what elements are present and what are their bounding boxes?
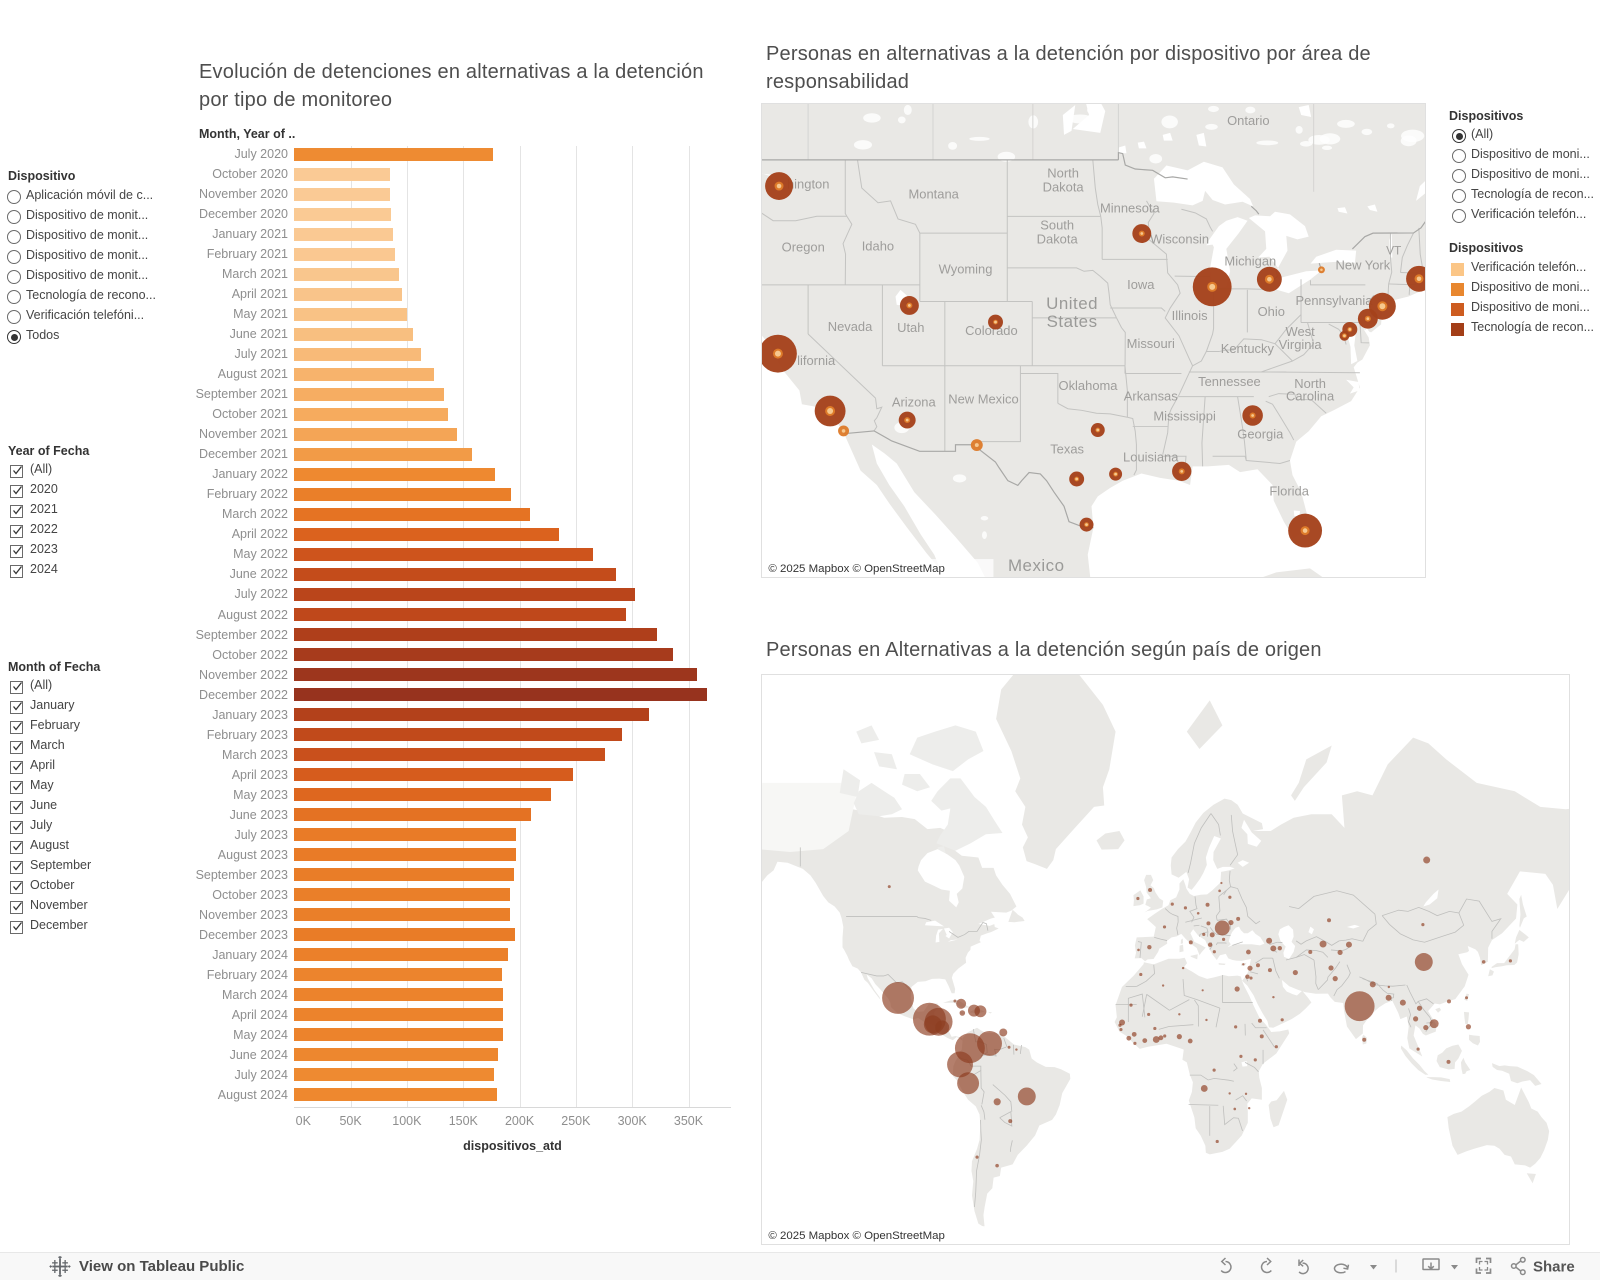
svg-text:Wisconsin: Wisconsin	[1150, 231, 1209, 246]
svg-text:Nevada: Nevada	[828, 319, 873, 334]
svg-text:United: United	[1046, 294, 1098, 313]
svg-text:Ohio: Ohio	[1258, 304, 1285, 319]
svg-text:New Mexico: New Mexico	[948, 392, 1018, 407]
svg-text:Idaho: Idaho	[862, 238, 894, 253]
svg-text:Mexico: Mexico	[1008, 556, 1065, 575]
svg-text:Arizona: Arizona	[892, 395, 937, 410]
svg-text:Missouri: Missouri	[1127, 336, 1175, 351]
svg-text:Oklahoma: Oklahoma	[1059, 378, 1119, 393]
svg-text:North: North	[1047, 166, 1079, 181]
svg-text:Michigan: Michigan	[1224, 253, 1276, 268]
svg-text:Kentucky: Kentucky	[1221, 341, 1275, 356]
svg-text:Oregon: Oregon	[782, 239, 825, 254]
svg-text:Wyoming: Wyoming	[939, 261, 993, 276]
svg-text:Share: Share	[1533, 1259, 1575, 1276]
svg-text:hington: hington	[787, 177, 829, 192]
svg-text:Dakota: Dakota	[1043, 180, 1085, 195]
svg-text:© 2025 Mapbox © OpenStreetMap: © 2025 Mapbox © OpenStreetMap	[768, 563, 944, 575]
svg-text:North: North	[1294, 376, 1326, 391]
svg-text:Ontario: Ontario	[1227, 113, 1269, 128]
svg-text:Florida: Florida	[1269, 483, 1309, 498]
svg-text:Mississippi: Mississippi	[1153, 409, 1216, 424]
svg-text:© 2025 Mapbox © OpenStreetMap: © 2025 Mapbox © OpenStreetMap	[768, 1230, 944, 1242]
svg-text:Colorado: Colorado	[965, 323, 1018, 338]
svg-text:Louisiana: Louisiana	[1123, 449, 1179, 464]
svg-text:Minnesota: Minnesota	[1100, 201, 1160, 216]
svg-text:Virginia: Virginia	[1279, 337, 1323, 352]
svg-text:Utah: Utah	[897, 320, 924, 335]
svg-text:Montana: Montana	[908, 187, 959, 202]
svg-text:Carolina: Carolina	[1286, 389, 1335, 404]
svg-text:States: States	[1047, 312, 1098, 331]
svg-text:New York: New York	[1336, 257, 1391, 272]
svg-text:West: West	[1286, 324, 1316, 339]
svg-text:Texas: Texas	[1050, 442, 1084, 457]
svg-text:lifornia: lifornia	[797, 353, 836, 368]
svg-text:Pennsylvania: Pennsylvania	[1295, 293, 1373, 308]
svg-text:VT: VT	[1386, 243, 1402, 257]
svg-text:Georgia: Georgia	[1237, 427, 1284, 442]
svg-text:Tennessee: Tennessee	[1198, 374, 1261, 389]
svg-text:South: South	[1040, 217, 1074, 232]
svg-text:Iowa: Iowa	[1127, 277, 1155, 292]
svg-text:Arkansas: Arkansas	[1124, 389, 1178, 404]
svg-text:Dakota: Dakota	[1037, 231, 1079, 246]
svg-text:Illinois: Illinois	[1172, 308, 1208, 323]
